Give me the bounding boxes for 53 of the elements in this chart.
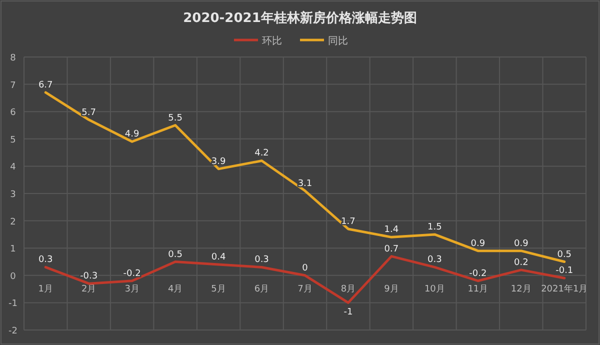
x-tick-label: 9月 — [384, 284, 399, 294]
x-tick-label: 10月 — [424, 284, 445, 294]
data-label: 3.1 — [298, 178, 312, 189]
data-label: 3.9 — [211, 156, 226, 167]
legend-label: 同比 — [328, 35, 348, 47]
y-tick-label: 0 — [10, 272, 16, 282]
data-label: -0.1 — [556, 266, 574, 276]
y-tick-label: 7 — [10, 80, 16, 91]
data-label: 4.9 — [124, 130, 140, 140]
y-tick-label: -2 — [8, 326, 18, 336]
data-label: -0.2 — [123, 268, 141, 279]
data-label: 0.9 — [514, 238, 529, 249]
data-label: 1.5 — [428, 222, 442, 232]
y-tick-label: 5 — [10, 135, 16, 146]
data-label: 0.4 — [211, 252, 226, 262]
x-tick-label: 4月 — [168, 284, 183, 294]
x-tick-label: 8月 — [340, 284, 356, 294]
data-label: 5.7 — [82, 108, 96, 118]
x-tick-label: 5月 — [211, 284, 226, 294]
data-label: 0.5 — [168, 250, 182, 260]
data-label: 1.4 — [384, 225, 399, 236]
data-label: 0.9 — [470, 238, 486, 249]
data-label: 0.5 — [557, 250, 572, 260]
data-label: -0.2 — [469, 268, 487, 279]
x-tick-label: 2月 — [81, 284, 96, 294]
y-tick-label: 4 — [10, 162, 16, 173]
y-tick-label: 2 — [10, 217, 16, 228]
data-label: -1 — [344, 308, 353, 318]
x-tick-label: 11月 — [468, 284, 488, 294]
x-tick-label: 3月 — [124, 284, 140, 294]
data-label: 4.2 — [254, 148, 269, 159]
data-label: 0.3 — [254, 255, 269, 266]
y-tick-label: 3 — [10, 190, 16, 200]
data-label: 0.3 — [38, 255, 53, 266]
x-tick-label: 12月 — [510, 284, 532, 294]
chart-title: 2020-2021年桂林新房价格涨幅走势图 — [183, 10, 417, 26]
x-tick-label: 6月 — [254, 284, 270, 294]
y-tick-label: 6 — [10, 108, 16, 118]
data-label: 0 — [302, 263, 308, 274]
data-label: 5.5 — [168, 113, 182, 124]
data-label: 0.2 — [514, 258, 528, 268]
data-label: 0.3 — [428, 255, 442, 266]
data-label: 0.7 — [384, 244, 399, 254]
x-tick-label: 2021年1月 — [541, 283, 588, 294]
data-label: 1.7 — [341, 216, 356, 227]
data-label: 6.7 — [38, 80, 53, 90]
y-tick-label: 1 — [10, 244, 16, 255]
x-tick-label: 7月 — [298, 284, 312, 294]
data-label: -0.3 — [80, 272, 98, 282]
y-tick-label: 8 — [10, 54, 16, 64]
y-tick-label: -1 — [8, 299, 18, 310]
legend-label: 环比 — [262, 35, 282, 47]
x-tick-label: 1月 — [38, 284, 53, 294]
